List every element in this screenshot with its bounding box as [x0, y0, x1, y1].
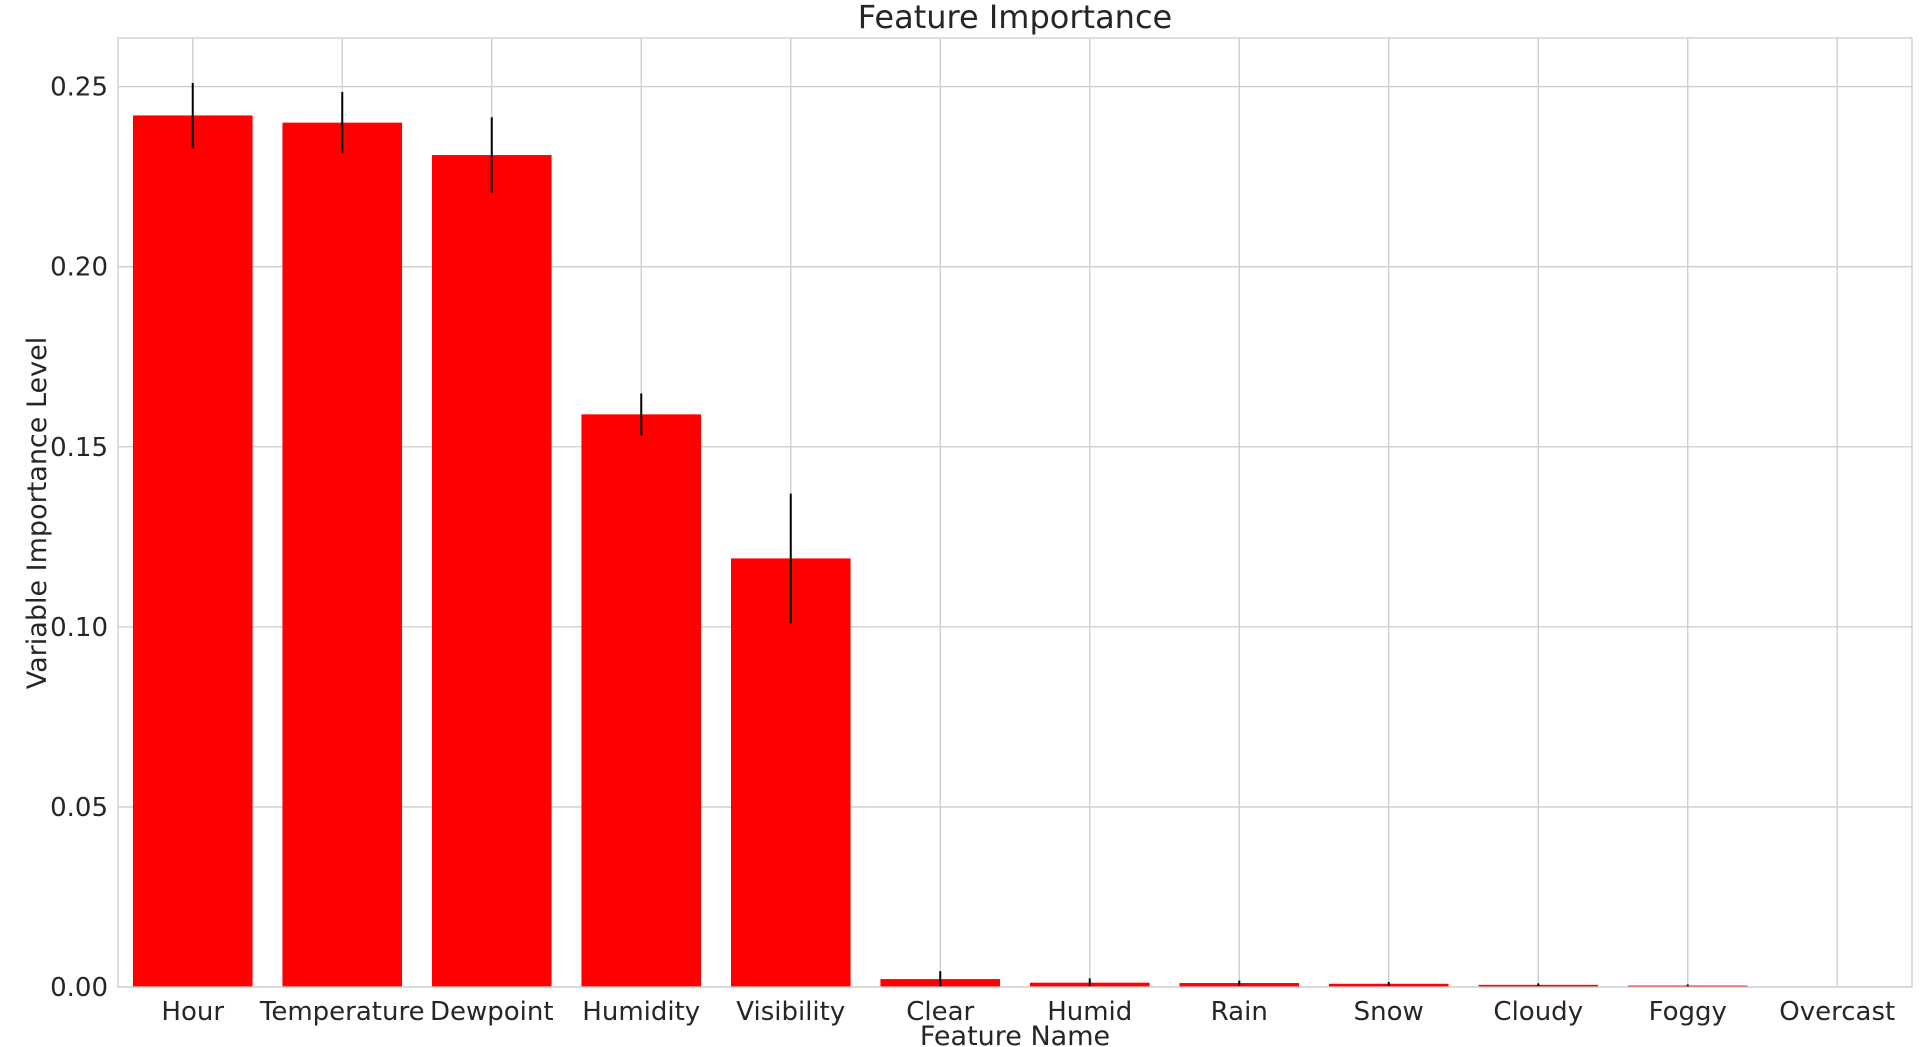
- y-axis-label: Variable Importance Level: [22, 337, 53, 689]
- x-tick-label: Cloudy: [1493, 997, 1583, 1027]
- x-tick-labels: Hour Temperature Dewpoint Humidity Visibilit…: [161, 997, 1895, 1027]
- bar-hour: [132, 115, 253, 988]
- error-bars-layer: [191, 83, 1689, 987]
- x-tick-label: Foggy: [1649, 997, 1727, 1027]
- x-tick-label: Temperature: [259, 997, 425, 1027]
- bar-humidity: [581, 414, 702, 987]
- x-tick-label: Humid: [1047, 997, 1132, 1027]
- chart-title: Feature Importance: [858, 0, 1172, 36]
- x-tick-label: Humidity: [582, 997, 700, 1027]
- x-tick-label: Snow: [1354, 997, 1424, 1027]
- bar-temperature: [282, 122, 403, 987]
- x-tick-label: Dewpoint: [430, 997, 554, 1027]
- x-tick-label: Visibility: [736, 997, 845, 1027]
- y-tick-label: 0.20: [50, 253, 108, 283]
- bar-visibility: [730, 558, 851, 987]
- y-tick-label: 0.05: [50, 793, 108, 823]
- y-tick-label: 0.00: [50, 973, 108, 1003]
- x-tick-label: Hour: [161, 997, 224, 1027]
- y-tick-label: 0.10: [50, 613, 108, 643]
- y-tick-labels: 0.00 0.05 0.10 0.15 0.20 0.25: [50, 73, 108, 1003]
- axes-layer: [117, 37, 1913, 988]
- bar-dewpoint: [431, 155, 552, 988]
- x-axis-label: Feature Name: [920, 1021, 1110, 1047]
- grid-layer: [118, 38, 1912, 988]
- plot-frame: [117, 37, 1913, 988]
- x-tick-label: Overcast: [1779, 997, 1895, 1027]
- bars-layer: [132, 115, 1748, 988]
- y-tick-label: 0.15: [50, 433, 108, 463]
- y-tick-label: 0.25: [50, 73, 108, 103]
- x-tick-label: Clear: [906, 997, 974, 1027]
- x-tick-label: Rain: [1211, 997, 1268, 1027]
